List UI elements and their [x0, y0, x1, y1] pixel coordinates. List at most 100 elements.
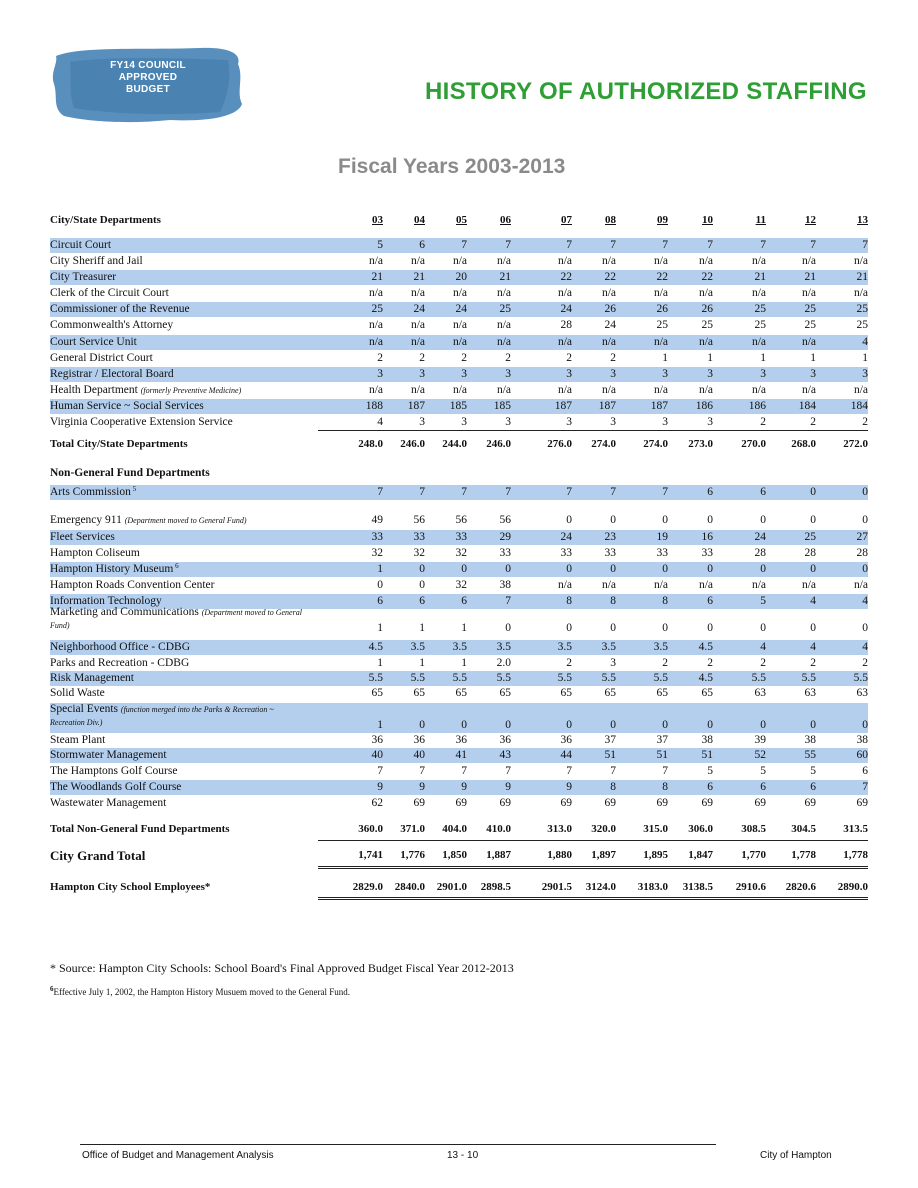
cell-13: 38 — [856, 734, 869, 746]
header-label: City/State Departments — [50, 214, 161, 226]
row-name: Health Department — [50, 384, 138, 396]
cell-08: 320.0 — [591, 823, 616, 835]
cell-13: n/a — [853, 287, 868, 299]
cell-11: 308.5 — [741, 823, 766, 835]
cell-12: 7 — [810, 239, 816, 251]
cell-11: 5.5 — [751, 672, 766, 684]
row-label: Hampton History Museum 6 — [50, 562, 179, 577]
cell-03: 1 — [377, 657, 383, 669]
cell-06: 1,887 — [486, 849, 511, 861]
row-name: City Sheriff and Jail — [50, 255, 143, 267]
cell-05: 6 — [461, 595, 467, 607]
year-header-05: 05 — [456, 214, 467, 226]
cell-12: 0 — [810, 563, 816, 575]
cell-10: 4.5 — [698, 641, 713, 653]
cell-04: 40 — [413, 749, 426, 761]
cell-06: 3 — [505, 416, 511, 428]
cell-09: 65 — [656, 687, 669, 699]
city-state-row: Court Service Unit n/a n/a n/a n/a n/a n/a n/a n… — [50, 335, 868, 350]
cell-10: 3 — [707, 416, 713, 428]
cell-13: 0 — [862, 622, 868, 634]
row-footnote-mark: 6 — [173, 562, 179, 570]
cell-04: 3 — [419, 368, 425, 380]
cell-11: 25 — [754, 319, 767, 331]
year-header-11: 11 — [755, 214, 766, 226]
cell-10: 65 — [701, 687, 714, 699]
cell-09: 19 — [656, 531, 669, 543]
cell-08: 23 — [604, 531, 617, 543]
cell-13: 69 — [856, 797, 869, 809]
cell-09: n/a — [653, 336, 668, 348]
cell-04: 33 — [413, 531, 426, 543]
cell-09: n/a — [653, 287, 668, 299]
school-total-rule — [318, 897, 868, 900]
cell-08: n/a — [601, 255, 616, 267]
cell-09: 3.5 — [653, 641, 668, 653]
city-state-row: Clerk of the Circuit Court n/a n/a n/a n/a n/… — [50, 286, 868, 301]
cell-12: n/a — [801, 255, 816, 267]
row-name: Circuit Court — [50, 239, 112, 251]
row-name: The Hamptons Golf Course — [50, 765, 178, 777]
cell-04: 1,776 — [400, 849, 425, 861]
cell-07: 69 — [560, 797, 573, 809]
cell-10: 5 — [707, 765, 713, 777]
cell-10: n/a — [698, 384, 713, 396]
row-label: Virginia Cooperative Extension Service — [50, 415, 233, 430]
row-label: Arts Commission 5 — [50, 485, 136, 500]
row-name: Hampton History Museum — [50, 563, 174, 575]
ngf-section-title: Non-General Fund Departments — [50, 467, 210, 479]
cell-05: 24 — [455, 303, 468, 315]
year-header-06: 06 — [500, 214, 511, 226]
row-note: (Department moved to General Fund) — [50, 608, 302, 630]
cell-08: n/a — [601, 336, 616, 348]
cell-06: 0 — [505, 719, 511, 731]
badge-text: FY14 COUNCIL APPROVED BUDGET — [50, 60, 246, 96]
school-employees-row: Hampton City School Employees* 2829.0 2840… — [50, 880, 868, 898]
cell-09: 22 — [656, 271, 669, 283]
cell-05: 3 — [461, 368, 467, 380]
cell-08: 3 — [610, 416, 616, 428]
cell-12: 69 — [804, 797, 817, 809]
cell-12: 2 — [810, 657, 816, 669]
cell-05: 0 — [461, 719, 467, 731]
cell-10: 1,847 — [688, 849, 713, 861]
cell-03: 62 — [371, 797, 384, 809]
cell-10: 0 — [707, 622, 713, 634]
cell-09: 1 — [662, 352, 668, 364]
row-label: Wastewater Management — [50, 796, 166, 811]
budget-badge: FY14 COUNCIL APPROVED BUDGET — [50, 42, 246, 126]
cell-11: 4 — [760, 641, 766, 653]
cell-07: 2 — [566, 657, 572, 669]
cell-04: 2840.0 — [394, 881, 425, 893]
watercolor-banner-icon — [52, 47, 242, 123]
cell-08: 22 — [604, 271, 617, 283]
cell-06: n/a — [496, 384, 511, 396]
cell-04: 187 — [407, 400, 425, 412]
cell-03: 1 — [377, 563, 383, 575]
cell-09: n/a — [653, 384, 668, 396]
cell-10: 26 — [701, 303, 714, 315]
cell-08: 7 — [610, 765, 616, 777]
cell-13: n/a — [853, 384, 868, 396]
cell-07: n/a — [557, 384, 572, 396]
cell-07: 7 — [566, 486, 572, 498]
row-note: (function merged into the Parks & Recrea… — [50, 705, 274, 727]
cell-05: 56 — [455, 514, 468, 526]
cell-13: n/a — [853, 579, 868, 591]
cell-13: 27 — [856, 531, 869, 543]
cell-07: 28 — [560, 319, 573, 331]
cell-13: 0 — [862, 514, 868, 526]
cell-03: 2 — [377, 352, 383, 364]
cell-11: 6 — [760, 781, 766, 793]
cell-03: 1 — [377, 622, 383, 634]
cell-08: 2 — [610, 352, 616, 364]
cell-03: 6 — [377, 595, 383, 607]
cell-11: 28 — [754, 547, 767, 559]
row-label: Emergency 911 (Department moved to Gener… — [50, 513, 246, 528]
cell-05: 2 — [461, 352, 467, 364]
cell-13: 4 — [862, 641, 868, 653]
cell-05: 2901.0 — [436, 881, 467, 893]
cell-11: 0 — [760, 622, 766, 634]
ngf-row: The Woodlands Golf Course 9 9 9 9 9 8 8 6 6 6 7 — [50, 780, 868, 795]
cell-12: 184 — [798, 400, 816, 412]
